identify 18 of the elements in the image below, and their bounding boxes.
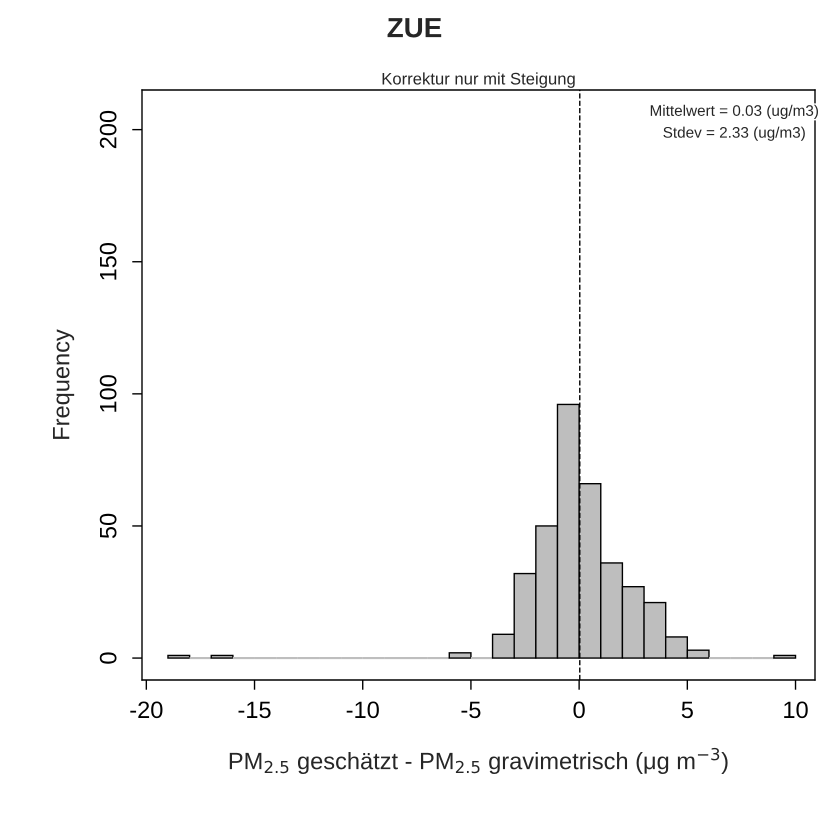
x-tick-label: -15 — [238, 702, 271, 718]
annotation: Mittelwert = 0.03 (ug/m3) — [650, 104, 818, 119]
chart-subtitle: Korrektur nur mit Steigung — [382, 72, 575, 88]
y-tick-label: 0 — [100, 652, 116, 664]
x-tick-label: 10 — [784, 701, 808, 718]
x-tick-label: -10 — [346, 701, 379, 718]
x-tick-label: -20 — [130, 701, 162, 718]
y-tick-label: 100 — [100, 375, 116, 412]
y-tick-label: 50 — [100, 514, 116, 538]
x-tick-label: -5 — [461, 702, 480, 718]
annotation: Stdev = 2.33 (ug/m3) — [663, 126, 805, 141]
y-tick-label: 150 — [100, 242, 116, 280]
y-tick-label: 200 — [100, 110, 116, 148]
chart-title: ZUE — [388, 18, 442, 38]
x-tick-label: 0 — [573, 701, 585, 718]
x-tick-label: 5 — [682, 702, 693, 718]
x-axis-title: PM$_{2.5}$ geschätzt - PM$_{2.5}$ gravimetrisch (μg m$^{−3}$) — [230, 748, 728, 774]
y-axis-title: Frequency — [53, 329, 74, 439]
